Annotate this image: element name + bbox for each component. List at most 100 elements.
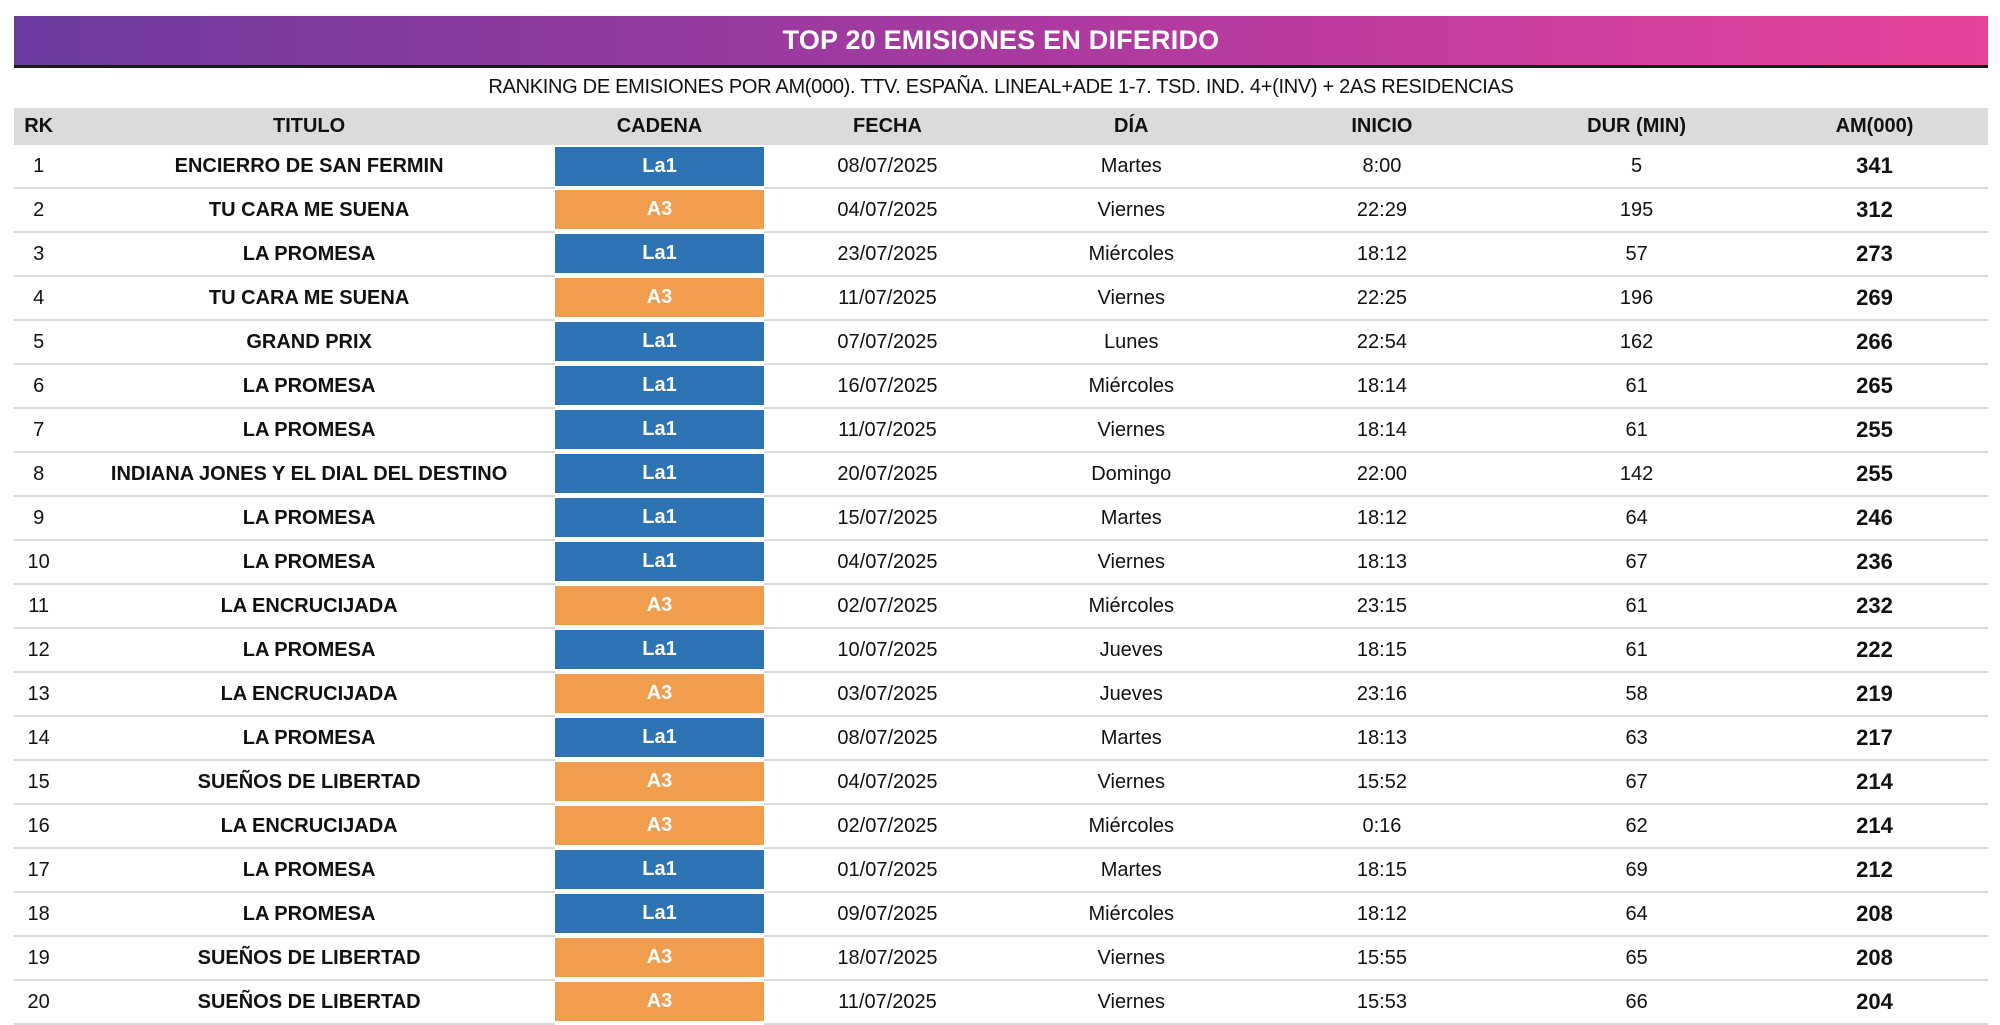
am-cell: 208 — [1760, 936, 1988, 981]
am-cell: 341 — [1760, 145, 1988, 189]
fecha-cell: 15/07/2025 — [764, 496, 1011, 541]
dur-cell: 57 — [1512, 232, 1761, 277]
dia-cell: Miércoles — [1010, 584, 1252, 629]
titulo-cell: SUEÑOS DE LIBERTAD — [63, 936, 555, 981]
dia-cell: Viernes — [1010, 188, 1252, 233]
titulo-cell: GRAND PRIX — [63, 320, 555, 365]
cadena-cell: La1 — [554, 628, 765, 672]
titulo-cell: LA PROMESA — [63, 540, 555, 585]
inicio-cell: 18:15 — [1251, 628, 1513, 673]
dur-cell: 61 — [1512, 628, 1761, 673]
rk-cell: 19 — [14, 936, 64, 981]
table-row: 9 LA PROMESA La1 15/07/2025 Martes 18:12 64 246 — [14, 496, 1988, 541]
report-banner: TOP 20 EMISIONES EN DIFERIDO — [14, 16, 1988, 68]
cadena-cell: A3 — [554, 584, 765, 628]
cadena-cell: La1 — [554, 892, 765, 936]
channel-badge: A3 — [554, 190, 765, 229]
channel-badge: La1 — [554, 498, 765, 537]
fecha-cell: 11/07/2025 — [764, 276, 1011, 321]
channel-badge: La1 — [554, 630, 765, 669]
dia-cell: Lunes — [1010, 320, 1252, 365]
rk-cell: 10 — [14, 540, 64, 585]
dia-cell: Martes — [1010, 145, 1252, 189]
inicio-cell: 18:14 — [1251, 408, 1513, 453]
rk-cell: 6 — [14, 364, 64, 409]
am-cell: 236 — [1760, 540, 1988, 585]
cadena-cell: A3 — [554, 760, 765, 804]
dia-cell: Viernes — [1010, 540, 1252, 585]
inicio-cell: 18:12 — [1251, 892, 1513, 937]
channel-badge: La1 — [554, 454, 765, 493]
fecha-cell: 18/07/2025 — [764, 936, 1011, 981]
rk-cell: 20 — [14, 980, 64, 1025]
cadena-cell: A3 — [554, 276, 765, 320]
dia-cell: Viernes — [1010, 760, 1252, 805]
fecha-cell: 03/07/2025 — [764, 672, 1011, 717]
rk-cell: 2 — [14, 188, 64, 233]
dia-cell: Viernes — [1010, 408, 1252, 453]
table-row: 18 LA PROMESA La1 09/07/2025 Miércoles 18:12 6… — [14, 892, 1988, 937]
am-cell: 204 — [1760, 980, 1988, 1025]
cadena-cell: La1 — [554, 716, 765, 760]
column-header-fecha: FECHA — [764, 108, 1011, 145]
dia-cell: Martes — [1010, 496, 1252, 541]
fecha-cell: 04/07/2025 — [764, 188, 1011, 233]
report-subtitle: RANKING DE EMISIONES POR AM(000). TTV. E… — [488, 76, 1514, 98]
fecha-cell: 10/07/2025 — [764, 628, 1011, 673]
table-row: 6 LA PROMESA La1 16/07/2025 Miércoles 18:14 61… — [14, 364, 1988, 409]
table-row: 13 LA ENCRUCIJADA A3 03/07/2025 Jueves 23:16 5… — [14, 672, 1988, 717]
dia-cell: Martes — [1010, 848, 1252, 893]
dur-cell: 69 — [1512, 848, 1761, 893]
fecha-cell: 02/07/2025 — [764, 584, 1011, 629]
am-cell: 212 — [1760, 848, 1988, 893]
inicio-cell: 23:16 — [1251, 672, 1513, 717]
fecha-cell: 07/07/2025 — [764, 320, 1011, 365]
cadena-cell: La1 — [554, 496, 765, 540]
rk-cell: 1 — [14, 145, 64, 189]
titulo-cell: LA PROMESA — [63, 496, 555, 541]
dia-cell: Viernes — [1010, 980, 1252, 1025]
dur-cell: 67 — [1512, 760, 1761, 805]
am-cell: 265 — [1760, 364, 1988, 409]
column-header-dia: DÍA — [1010, 108, 1252, 145]
table-row: 5 GRAND PRIX La1 07/07/2025 Lunes 22:54 162 266 — [14, 320, 1988, 365]
dia-cell: Miércoles — [1010, 232, 1252, 277]
table-row: 10 LA PROMESA La1 04/07/2025 Viernes 18:13 67 2… — [14, 540, 1988, 585]
fecha-cell: 04/07/2025 — [764, 540, 1011, 585]
am-cell: 273 — [1760, 232, 1988, 277]
inicio-cell: 0:16 — [1251, 804, 1513, 849]
dur-cell: 65 — [1512, 936, 1761, 981]
column-header-inicio: INICIO — [1251, 108, 1513, 145]
fecha-cell: 16/07/2025 — [764, 364, 1011, 409]
am-cell: 214 — [1760, 760, 1988, 805]
rk-cell: 4 — [14, 276, 64, 321]
column-header-rk: RK — [14, 108, 64, 145]
table-row: 15 SUEÑOS DE LIBERTAD A3 04/07/2025 Viernes 1… — [14, 760, 1988, 805]
channel-badge: A3 — [554, 278, 765, 317]
titulo-cell: LA PROMESA — [63, 232, 555, 277]
inicio-cell: 15:52 — [1251, 760, 1513, 805]
fecha-cell: 08/07/2025 — [764, 145, 1011, 189]
titulo-cell: LA PROMESA — [63, 848, 555, 893]
cadena-cell: La1 — [554, 232, 765, 276]
rk-cell: 5 — [14, 320, 64, 365]
rk-cell: 3 — [14, 232, 64, 277]
fecha-cell: 20/07/2025 — [764, 452, 1011, 497]
dur-cell: 61 — [1512, 584, 1761, 629]
dur-cell: 63 — [1512, 716, 1761, 761]
dia-cell: Miércoles — [1010, 892, 1252, 937]
table-row: 19 SUEÑOS DE LIBERTAD A3 18/07/2025 Viernes 1… — [14, 936, 1988, 981]
titulo-cell: TU CARA ME SUENA — [63, 188, 555, 233]
dia-cell: Viernes — [1010, 936, 1252, 981]
channel-badge: La1 — [554, 410, 765, 449]
dia-cell: Jueves — [1010, 628, 1252, 673]
cadena-cell: La1 — [554, 408, 765, 452]
table-row: 4 TU CARA ME SUENA A3 11/07/2025 Viernes 22:2… — [14, 276, 1988, 321]
dur-cell: 61 — [1512, 408, 1761, 453]
titulo-cell: SUEÑOS DE LIBERTAD — [63, 760, 555, 805]
rk-cell: 12 — [14, 628, 64, 673]
channel-badge: A3 — [554, 938, 765, 977]
inicio-cell: 8:00 — [1251, 145, 1513, 189]
rk-cell: 7 — [14, 408, 64, 453]
